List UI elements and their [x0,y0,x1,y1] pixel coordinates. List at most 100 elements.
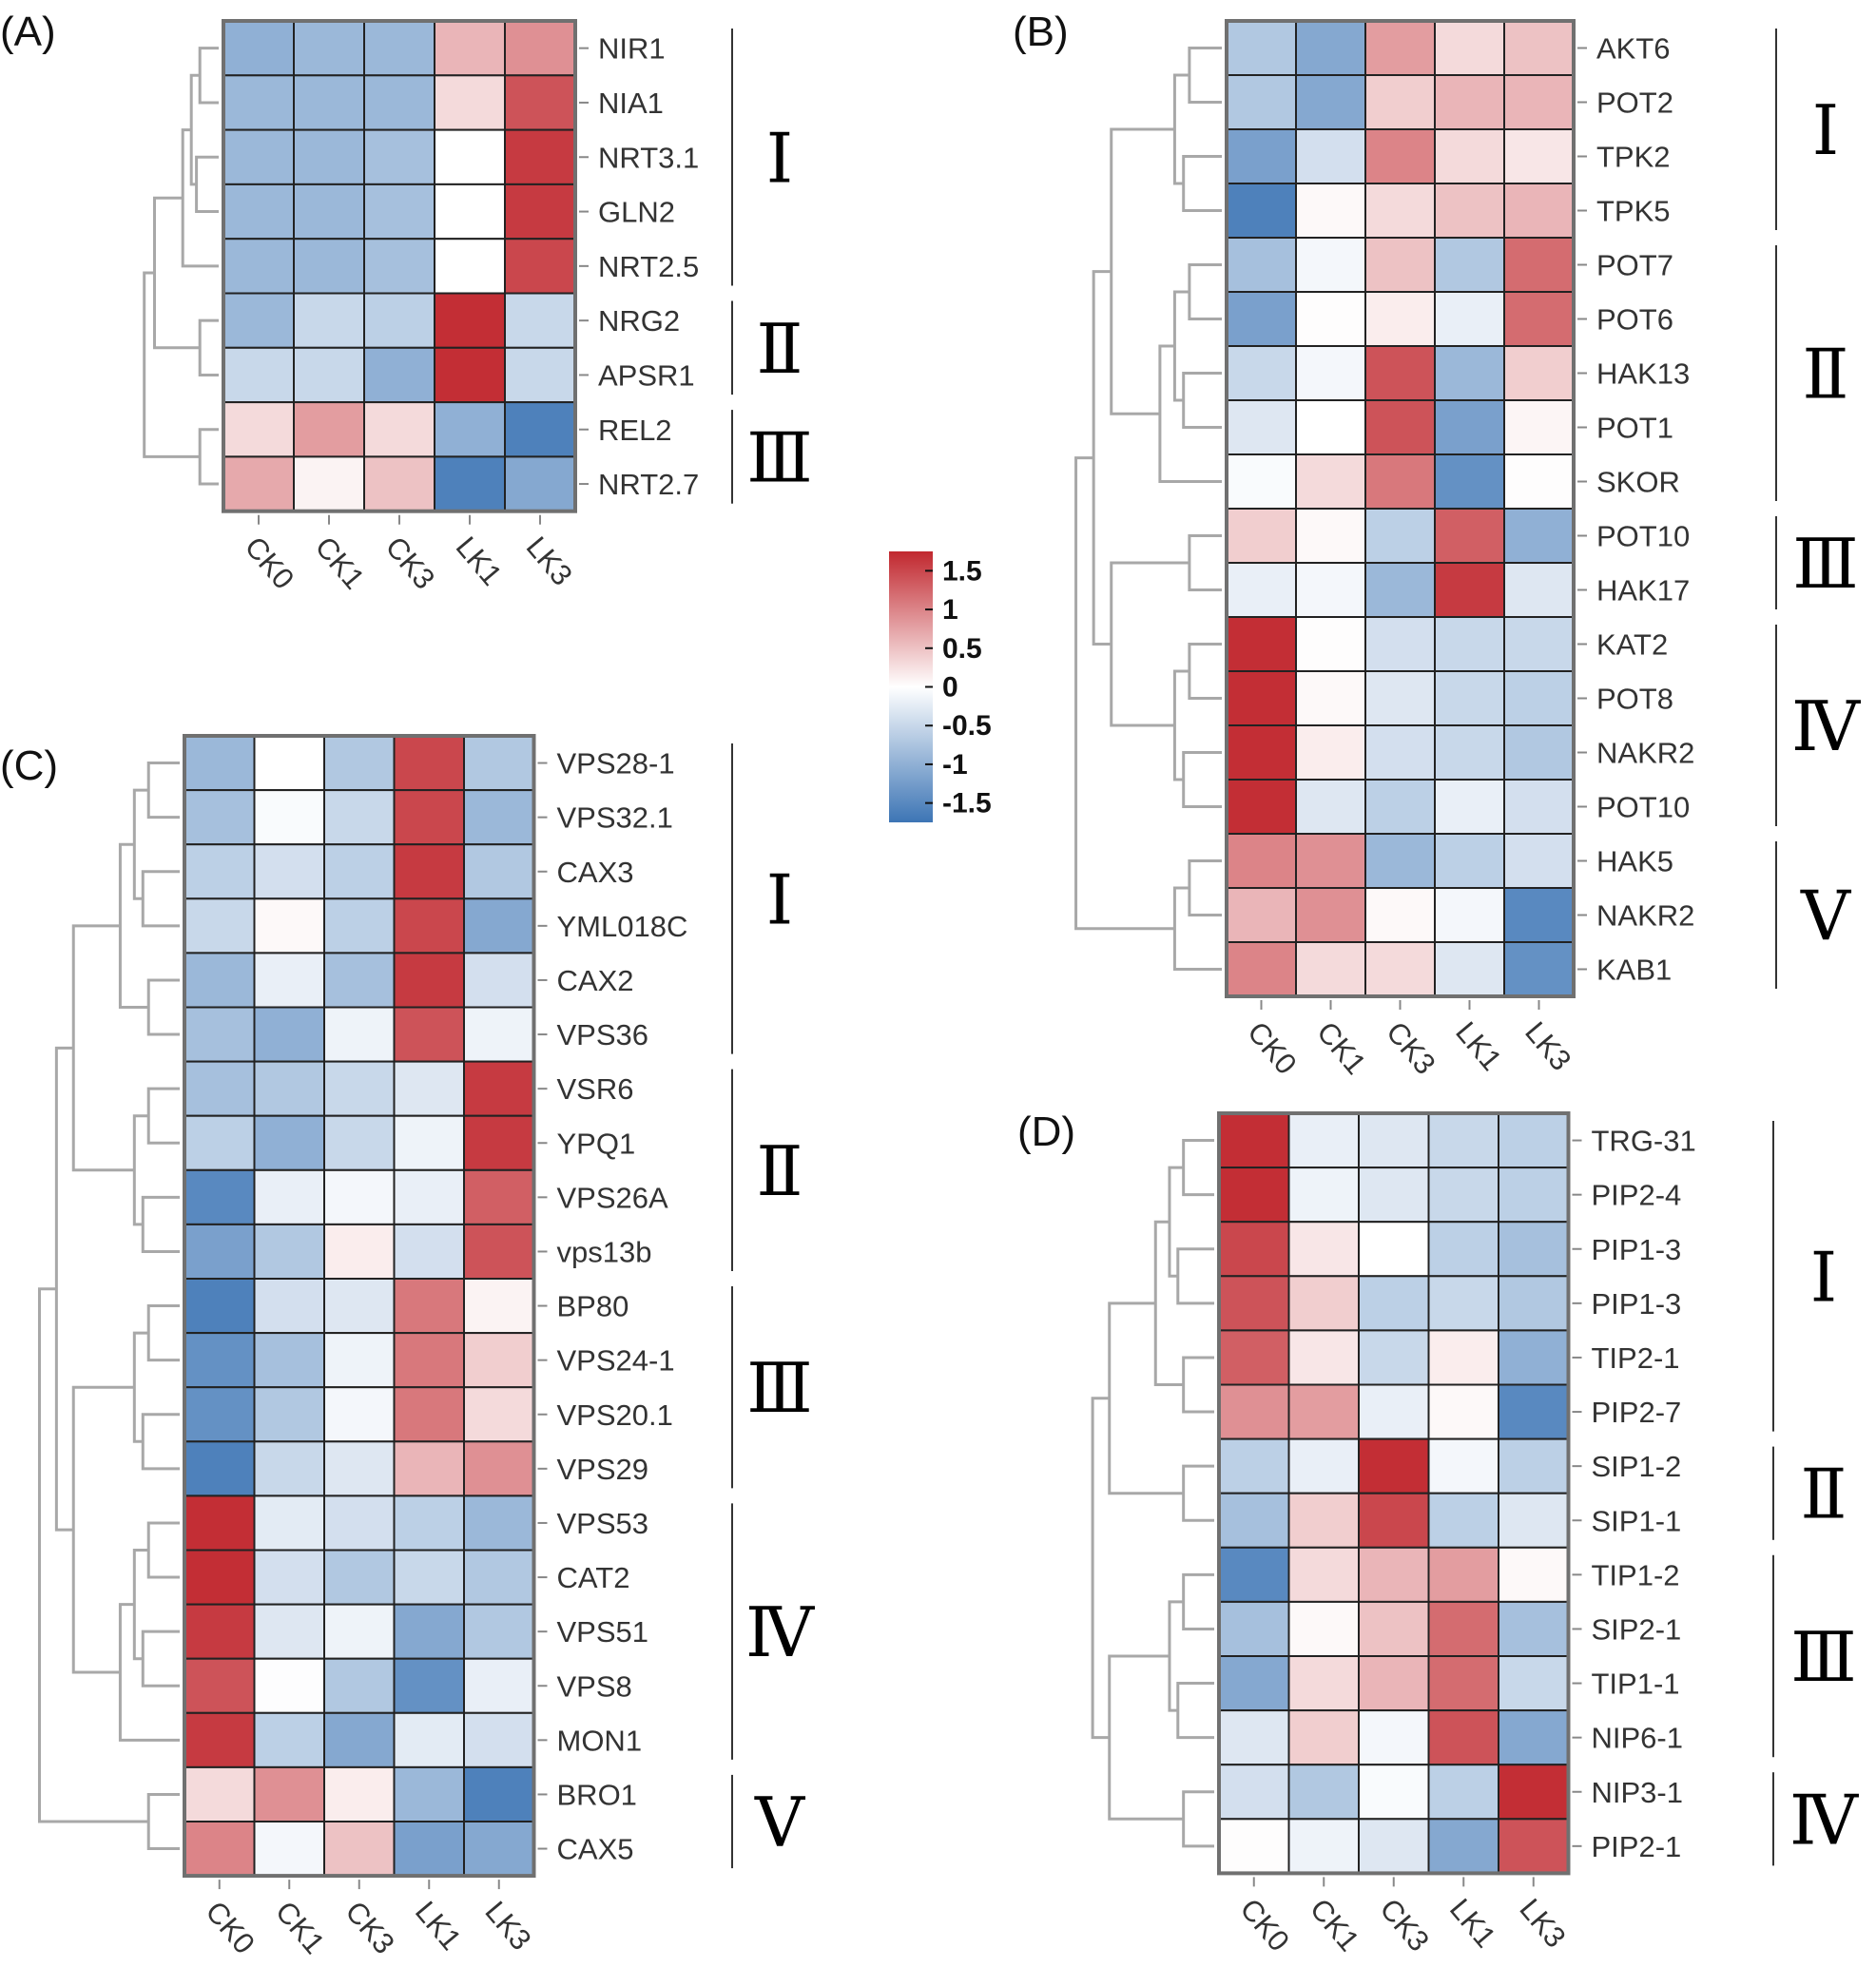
heatmap-cell [1358,1818,1430,1875]
heatmap-cell [184,1549,256,1606]
heatmap-cell [1498,1329,1570,1386]
heatmap-cell [222,74,295,131]
heatmap-cell [1427,1818,1499,1875]
heatmap-cell [293,128,365,185]
heatmap-cell [1364,724,1436,781]
row-label: BP80 [557,1290,629,1323]
cluster-label: Ⅳ [1789,1780,1859,1860]
heatmap-cell [1287,1709,1360,1766]
heatmap-cell [1218,1437,1290,1495]
heatmap-cell [222,346,295,404]
row-label: NRT2.7 [598,468,699,501]
heatmap-cell [1364,345,1436,401]
cluster-label: Ⅰ [1812,90,1839,170]
heatmap-cell [1434,74,1505,130]
dendrogram-branch [143,271,201,458]
column-label: CK0 [199,1895,261,1960]
heatmap-cell [323,1549,396,1606]
row-label: NRT3.1 [598,141,699,174]
heatmap-cell [393,1821,465,1878]
heatmap-cell [1434,724,1505,781]
dendrogram-branch [1182,155,1222,212]
heatmap-cell [463,1332,535,1389]
heatmap-cell [434,346,506,404]
heatmap-cell [1427,1709,1499,1766]
heatmap-cell [323,952,396,1009]
heatmap-cell [1295,508,1366,564]
cluster-label: Ⅰ [766,859,793,939]
heatmap-cell [1427,1112,1499,1169]
heatmap-frame [1217,1111,1571,1876]
column-label: LK1 [1443,1892,1502,1954]
row-label: VPS24-1 [557,1344,675,1378]
heatmap-cell [1226,833,1297,889]
heatmap-cell [253,1168,325,1225]
row-label: TIP1-1 [1592,1668,1680,1701]
heatmap-cell [1434,183,1505,239]
cluster-label: Ⅴ [754,1783,806,1862]
column-label: LK3 [520,530,579,592]
dendrogram-branch [1110,127,1175,415]
heatmap-cell [1287,1492,1360,1549]
heatmap-cell [1427,1221,1499,1278]
heatmap-cell [1295,128,1366,184]
row-label: POT2 [1596,87,1673,120]
row-label: TIP2-1 [1592,1341,1680,1375]
heatmap-cell [1218,1221,1290,1278]
heatmap-cell [253,1278,325,1335]
column-label: CK3 [338,1895,401,1960]
heatmap-cell [1226,20,1297,76]
heatmap-cell [323,1332,396,1389]
legend-tick-label: 1.5 [942,555,982,587]
heatmap-cell [393,1765,465,1823]
panel-letter: (A) [0,9,56,55]
heatmap-cell [463,1549,535,1606]
dendrogram-branch [1182,1464,1214,1522]
heatmap-cell [1427,1764,1499,1821]
heatmap-cell [1364,779,1436,835]
dendrogram-branch [146,978,180,1036]
heatmap-cell [1358,1764,1430,1821]
column-label: CK3 [379,530,442,596]
heatmap-cell [1287,1275,1360,1332]
heatmap-cell [1434,833,1505,889]
heatmap-cell [1427,1383,1499,1440]
row-label: CAX3 [557,856,634,889]
heatmap-cell [184,1386,256,1443]
row-label: VSR6 [557,1072,634,1106]
heatmap-cell [323,1657,396,1714]
column-label: LK3 [1513,1892,1572,1954]
heatmap-cell [1503,508,1575,564]
heatmap-cell [393,1168,465,1225]
heatmap-cell [1358,1329,1430,1386]
heatmap-cell [393,1440,465,1497]
row-label: MON1 [557,1724,643,1757]
dendrogram-branch [1108,1302,1184,1495]
heatmap-cell [1434,453,1505,510]
heatmap-cell [1503,724,1575,781]
heatmap-cell [1427,1167,1499,1224]
row-label: VPS29 [557,1453,649,1486]
row-label: SKOR [1596,466,1680,499]
row-label: YPQ1 [557,1127,636,1160]
heatmap-cell [363,238,435,295]
heatmap-cell [323,1168,396,1225]
heatmap-cell [463,952,535,1009]
heatmap-cell [1287,1221,1360,1278]
dendrogram-branch [146,1304,180,1362]
heatmap-cell [184,1278,256,1335]
row-label: CAX2 [557,964,634,997]
heatmap-cell [463,1386,535,1443]
dendrogram-branch [141,870,180,928]
dendrogram-branch [1108,1654,1184,1821]
heatmap-cell [1295,616,1366,672]
heatmap-cell [393,1549,465,1606]
row-label: POT6 [1596,303,1673,337]
heatmap-cell [463,1006,535,1063]
heatmap-cell [463,1168,535,1225]
dendrogram-branch [1176,1682,1214,1740]
cluster-label: Ⅱ [1801,1455,1847,1534]
heatmap-cell [1503,887,1575,943]
heatmap-cell [1498,1655,1570,1712]
heatmap-cell [1295,345,1366,401]
